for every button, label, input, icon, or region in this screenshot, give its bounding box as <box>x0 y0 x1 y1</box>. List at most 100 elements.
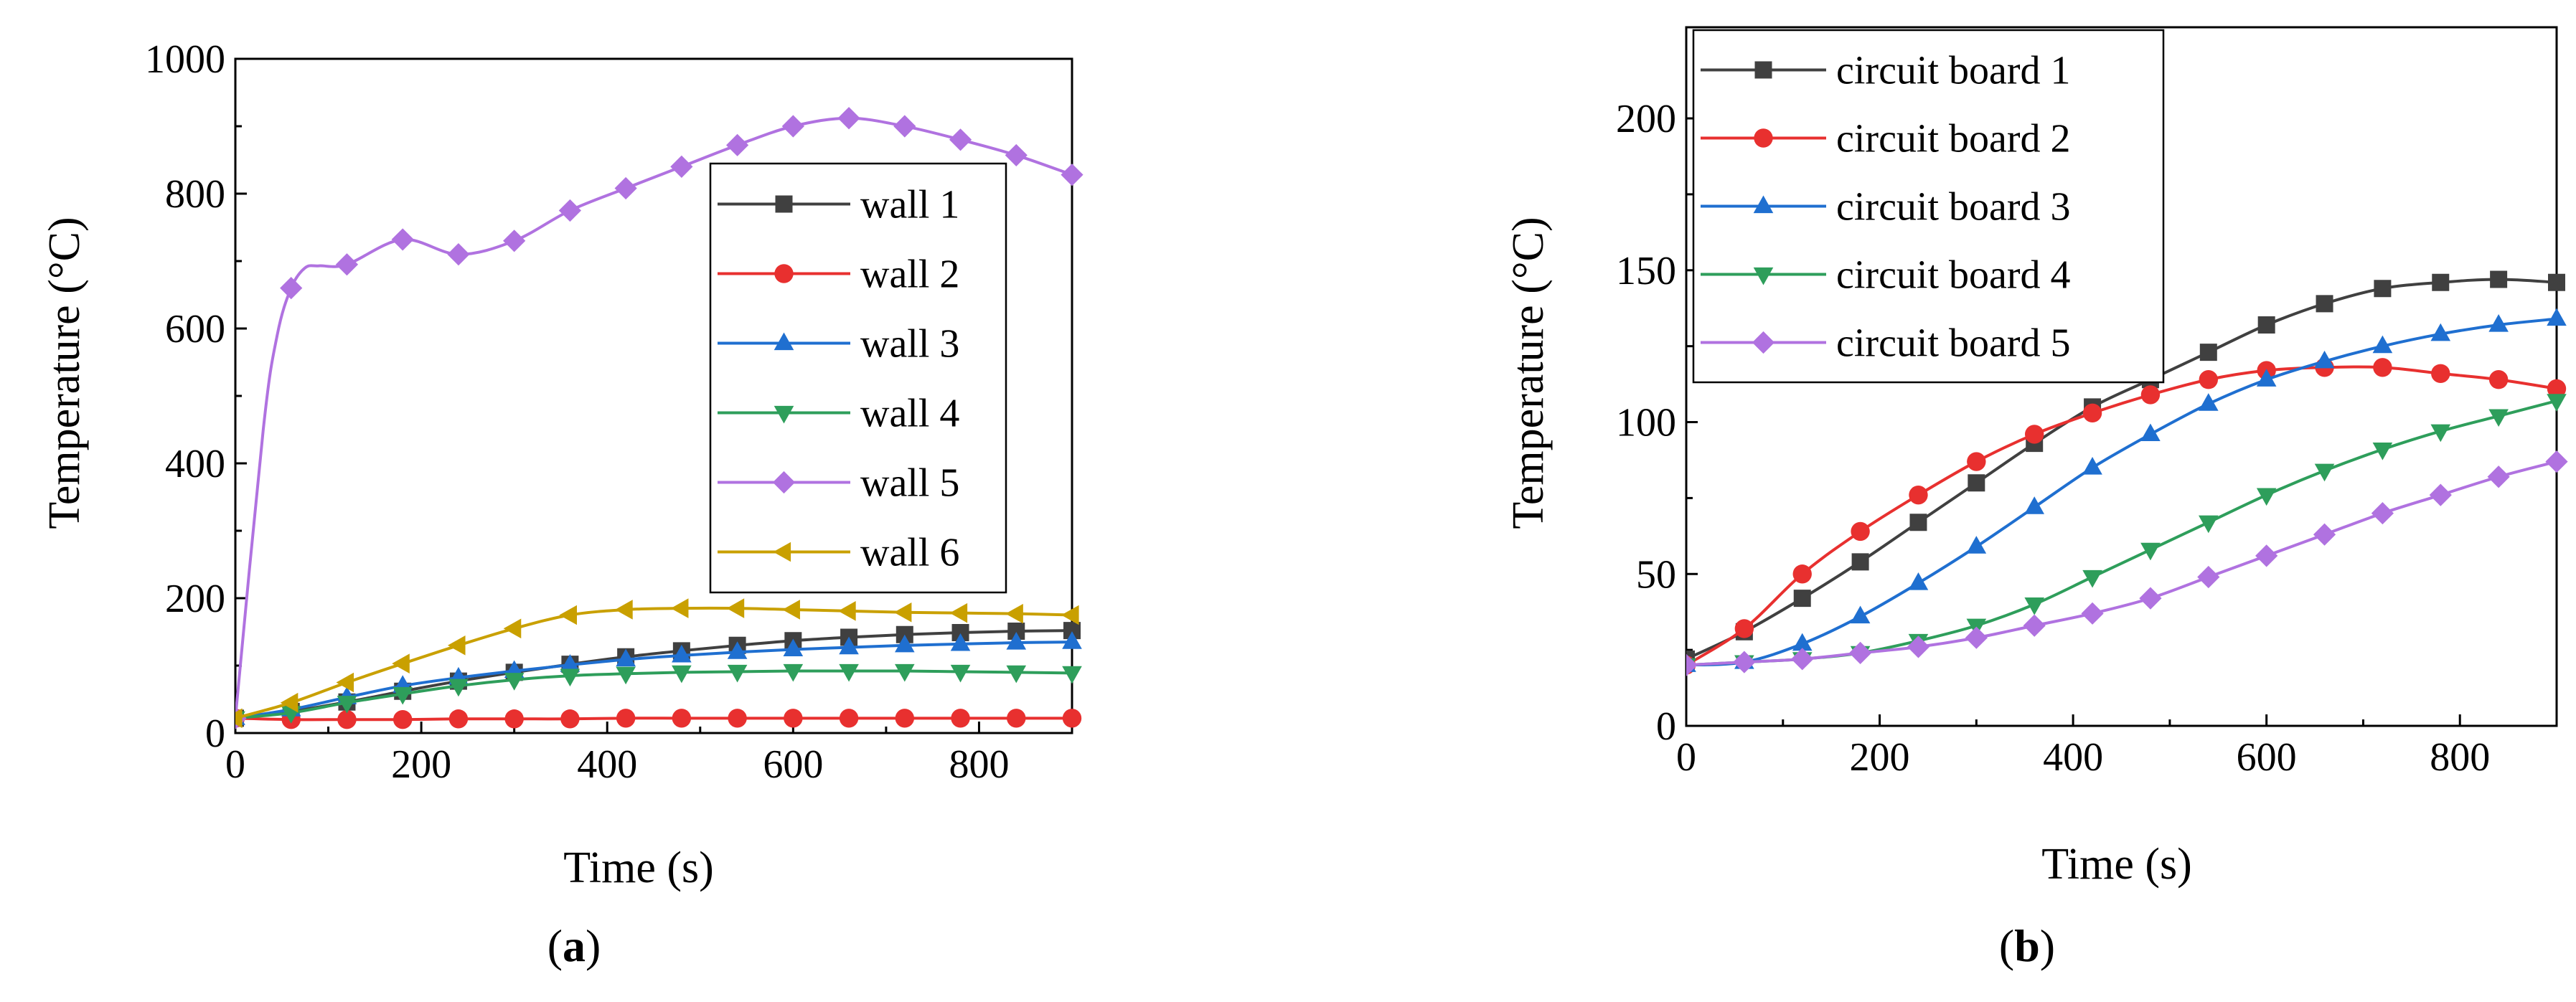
panel-b-y-tick-label: 150 <box>1616 249 1676 293</box>
panel-a-data-point <box>560 709 580 729</box>
panel-a-data-point <box>337 696 357 714</box>
panel-a-data-point <box>672 709 692 728</box>
panel-a-data-point <box>336 672 354 693</box>
panel-b-y-tick-label: 0 <box>1656 704 1676 749</box>
panel-b-data-point <box>1968 474 1985 492</box>
panel-b-data-point <box>2140 423 2161 442</box>
panel-a-series-line <box>235 669 1073 720</box>
panel-b-data-point <box>1851 521 1870 542</box>
panel-b-data-point <box>2140 542 2161 561</box>
panel-b-data-point <box>1792 564 1812 584</box>
panel-a-data-point <box>896 625 913 643</box>
panel-a-x-tick-label: 200 <box>391 742 451 787</box>
panel-a-data-point <box>782 600 800 620</box>
panel-a-legend-label: wall 1 <box>860 183 959 227</box>
panel-a-data-point <box>895 663 915 682</box>
panel-b-data-point <box>2487 465 2510 488</box>
panel-a-data-point <box>1062 631 1082 649</box>
panel-b-data-point <box>2429 483 2452 506</box>
panel-b-legend-label: circuit board 4 <box>1836 253 2071 298</box>
panel-b-data-point <box>1850 605 1871 624</box>
panel-a-series-line <box>235 717 1072 722</box>
panel-a-data-point <box>839 709 859 728</box>
panel-b-data-point <box>2488 370 2509 389</box>
panel-b-data-point <box>2547 308 2567 326</box>
panel-b-data-point <box>2547 394 2567 412</box>
panel-b-series-line <box>1686 278 2557 661</box>
panel-b-x-tick-label: 600 <box>2237 735 2297 780</box>
panel-a-data-point <box>1061 605 1079 625</box>
panel-b-legend-label: circuit board 3 <box>1836 185 2071 230</box>
panel-a-data-point <box>783 663 804 682</box>
panel-a-data-point <box>392 653 410 673</box>
panel-a-data-point <box>950 664 971 683</box>
panel-b-plot-area: 0 200 400 600 800 0 50 100 150 200 circuit board 1… <box>1616 26 2568 780</box>
panel-b-data-point <box>2082 457 2102 475</box>
panel-b-data-point <box>2372 443 2393 460</box>
panel-a-series-3 <box>235 631 1082 725</box>
panel-a-data-point <box>1007 623 1025 641</box>
panel-b-series-3 <box>1686 308 2567 672</box>
panel-b-y-tick-label: 100 <box>1616 401 1676 445</box>
panel-b-caption: (b) <box>1999 920 2055 971</box>
panel-b-x-tick-label: 400 <box>2043 735 2103 780</box>
panel-b-data-point <box>2430 323 2451 341</box>
panel-b-data-point <box>2490 270 2508 288</box>
panel-b-data-point <box>2199 344 2217 361</box>
panel-b-data-point <box>2140 385 2161 405</box>
panel-a-data-point <box>337 710 357 729</box>
panel-b-data-point <box>2082 569 2102 588</box>
panel-b-data-point <box>2199 515 2219 534</box>
panel-a-series-6 <box>235 598 1079 729</box>
panel-b-data-point <box>2373 358 2392 377</box>
panel-b-data-point <box>2197 565 2220 589</box>
panel-b-data-point <box>1793 590 1811 608</box>
panel-a-data-point <box>447 635 466 656</box>
panel-a-data-point <box>1062 666 1082 684</box>
panel-b-data-point <box>1851 553 1869 571</box>
panel-b-data-point <box>1686 653 1698 676</box>
panel-b-data-point <box>1733 651 1756 673</box>
panel-b-data-point <box>2256 369 2277 387</box>
panel-a-legend-marker <box>774 332 794 351</box>
panel-a-data-point <box>558 199 581 222</box>
panel-b-data-point <box>2082 403 2102 423</box>
panel-a-data-point <box>838 601 856 621</box>
panel-a-data-point <box>504 673 525 691</box>
panel-b-data-point <box>2431 364 2450 383</box>
panel-a-data-point <box>839 663 859 682</box>
panel-b-data-point <box>2372 335 2393 354</box>
panel-b-series-4 <box>1686 394 2567 676</box>
panel-b-data-point <box>2547 379 2567 399</box>
panel-a-data-point <box>447 243 470 266</box>
panel-a-data-point <box>672 665 692 684</box>
panel-a-legend-marker <box>773 542 791 562</box>
panel-b-data-point <box>2545 450 2568 473</box>
panel-a-caption: (a) <box>547 920 601 971</box>
panel-a-data-point <box>560 668 580 687</box>
panel-a-data-point <box>672 644 692 663</box>
panel-a-data-point <box>951 623 969 641</box>
panel-b-data-point <box>1909 485 1928 505</box>
panel-b-data-point <box>2374 280 2392 298</box>
panel-a-x-tick-label: 0 <box>225 742 245 787</box>
panel-a-series-line <box>235 641 1073 720</box>
panel-a-y-tick-label: 800 <box>165 172 225 217</box>
panel-a-x-axis-label: Time (s) <box>563 843 714 892</box>
panel-a-y-tick-label: 600 <box>165 307 225 351</box>
panel-b-data-point <box>2256 488 2277 506</box>
panel-b-data-point <box>1792 633 1813 651</box>
panel-a-data-point <box>1063 622 1081 640</box>
panel-b-legend-marker <box>1753 195 1774 214</box>
panel-a-y-axis-label: Temperature (°C) <box>40 217 89 529</box>
panel-a-legend-marker <box>774 264 794 283</box>
panel-b-x-tick-label: 0 <box>1676 735 1696 780</box>
panel-b-data-point <box>2314 463 2335 482</box>
panel-a-data-point <box>893 115 916 138</box>
panel-a-data-point <box>783 638 804 657</box>
panel-a-data-point <box>1005 603 1023 624</box>
panel-b-data-point <box>2432 273 2450 291</box>
panel-b-series-1 <box>1686 270 2565 668</box>
